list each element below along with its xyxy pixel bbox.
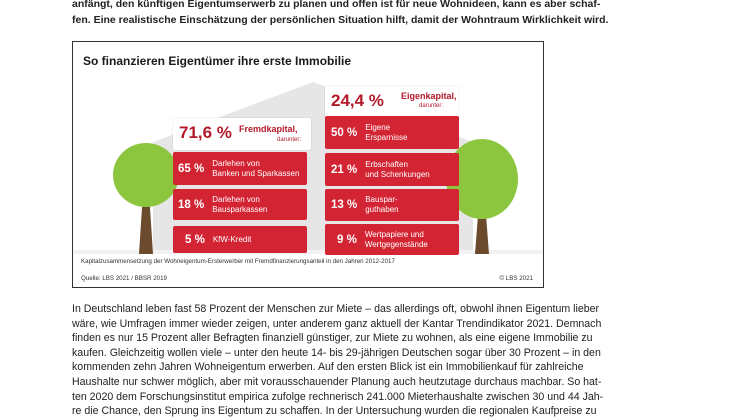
eigenkapital-item-card: 13 % Bauspar- guthaben [325, 189, 459, 221]
body-line: Haushalte nur schwer möglich, aber mit v… [72, 375, 602, 388]
item-percent: 5 % [185, 233, 205, 246]
item-label: Darlehen von Bausparkassen [212, 194, 268, 214]
item-percent: 21 % [331, 163, 358, 176]
item-label: Bauspar- guthaben [365, 195, 399, 214]
item-percent: 18 % [178, 198, 205, 211]
item-label: Darlehen von Banken und Sparkassen [212, 158, 300, 178]
fremdkapital-label: Fremdkapital, [239, 124, 298, 134]
item-label: Wertpapiere und Wertgegenstände [364, 229, 428, 249]
item-percent: 65 % [178, 162, 205, 175]
house-and-trees-illustration [73, 82, 543, 254]
fremdkapital-item-card: 65 % Darlehen von Banken und Sparkassen [173, 152, 307, 185]
fremdkapital-callout: 71,6 % Fremdkapital, darunter: [173, 118, 311, 150]
body-line: In Deutschland leben fast 58 Prozent der… [72, 303, 600, 315]
ground [73, 250, 543, 254]
item-label: Erbschaften und Schenkungen [365, 159, 430, 179]
item-percent: 50 % [331, 126, 358, 139]
body-line: ten 2020 dem Forschungsinstitut empirica… [72, 390, 604, 403]
body-paragraph: In Deutschland leben fast 58 Prozent der… [72, 302, 612, 419]
fremdkapital-sub: darunter: [277, 137, 302, 143]
eigenkapital-value: 24,4 % [331, 91, 384, 110]
infographic-copyright: © LBS 2021 [499, 275, 533, 282]
body-line: wäre, wie Umfragen immer wieder zeigen, … [72, 317, 602, 330]
eigenkapital-label: Eigenkapital, [401, 91, 457, 101]
eigenkapital-item-card: 9 % Wertpapiere und Wertgegenstände [325, 224, 459, 255]
intro-paragraph: anfängt, den künftigen Eigentumserwerb z… [72, 0, 612, 28]
infographic-source: Quelle: LBS 2021 / BBSR 2019 [81, 275, 167, 282]
item-percent: 13 % [331, 199, 358, 211]
financing-infographic: So finanzieren Eigentümer ihre erste Imm… [72, 41, 544, 288]
eigenkapital-item-card: 50 % Eigene Ersparnisse [325, 116, 459, 149]
right-tree-crown [446, 139, 518, 219]
body-line: re die Chance, den Sprung ins Eigentum z… [72, 405, 597, 418]
fremdkapital-item-card: 18 % Darlehen von Bausparkassen [173, 189, 307, 220]
body-line: kommenden zehn Jahren Wohneigentum erwer… [72, 361, 584, 374]
body-line: kaufen. Gleichzeitig wollen viele – unte… [72, 346, 601, 359]
item-label: KfW-Kredit [212, 234, 252, 244]
eigenkapital-callout: 24,4 % Eigenkapital, darunter: [325, 86, 459, 118]
fremdkapital-item-card: 5 % KfW-Kredit [173, 226, 307, 253]
intro-line: anfängt, den künftigen Eigentumserwerb z… [72, 0, 601, 10]
intro-line: fen. Eine realistische Einschätzung der … [72, 14, 609, 26]
infographic-caption: Kapitalzusammensetzung der Wohneigentum-… [81, 258, 395, 265]
item-percent: 9 % [337, 233, 357, 246]
item-label: Eigene Ersparnisse [365, 122, 408, 142]
eigenkapital-sub: darunter: [419, 103, 444, 109]
infographic-title: So finanzieren Eigentümer ihre erste Imm… [83, 54, 352, 68]
eigenkapital-item-card: 21 % Erbschaften und Schenkungen [325, 153, 459, 186]
fremdkapital-value: 71,6 % [179, 123, 232, 142]
left-tree-trunk [139, 192, 153, 254]
body-line: finden es nur 15 Prozent aller Befragten… [72, 332, 593, 345]
left-tree-crown [113, 143, 179, 207]
